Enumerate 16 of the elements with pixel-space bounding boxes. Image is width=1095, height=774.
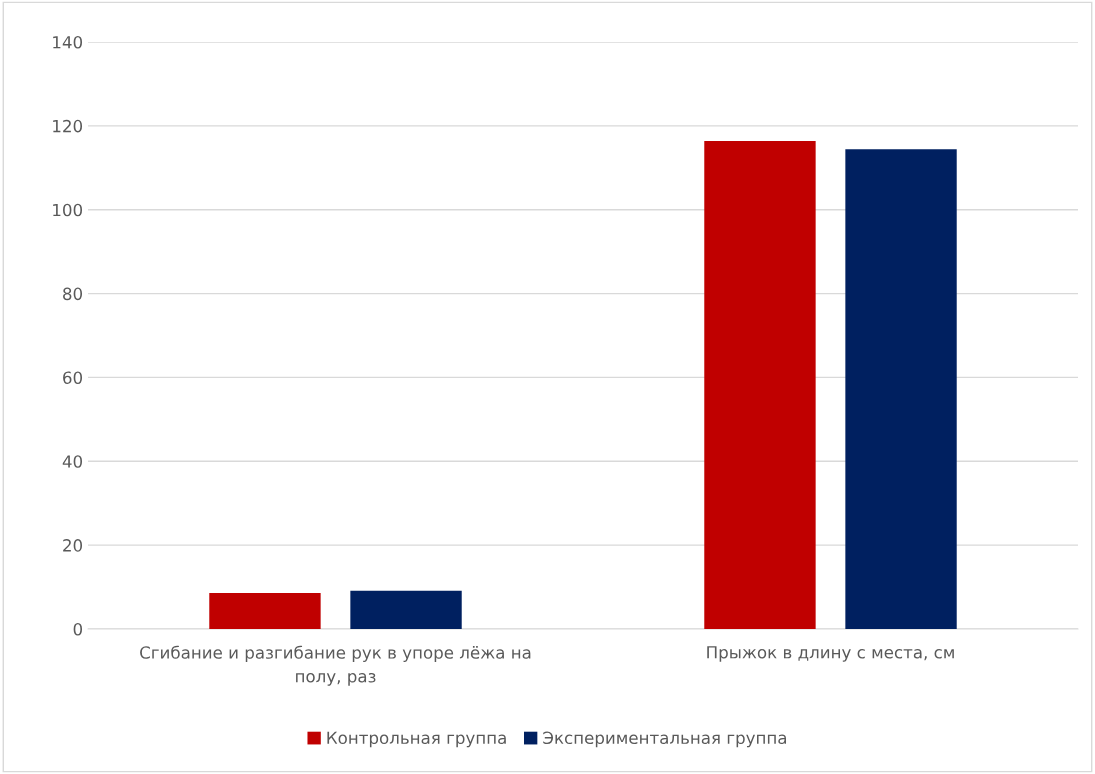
bar [350,590,462,629]
y-tick-label: 80 [63,287,83,301]
bar [209,592,321,629]
y-tick-label: 20 [63,539,83,552]
y-tick-label: 100 [53,203,83,217]
bar [845,149,957,629]
x-tick-label: Сгибание и разгибание рук в упоре лёжа на полу, раз [140,645,531,686]
y-tick-label: 0 [73,622,83,636]
y-tick-label: 120 [53,119,83,133]
y-tick-label: 40 [62,455,83,468]
y-tick-label: 60 [63,371,83,384]
bar [704,140,816,629]
y-tick-label: 140 [53,35,83,49]
legend-label: Экспериментальная группа [543,731,787,748]
legend-label: Контрольная группа [327,731,506,748]
x-tick-label: Прыжок в длину с места, см [707,646,954,662]
